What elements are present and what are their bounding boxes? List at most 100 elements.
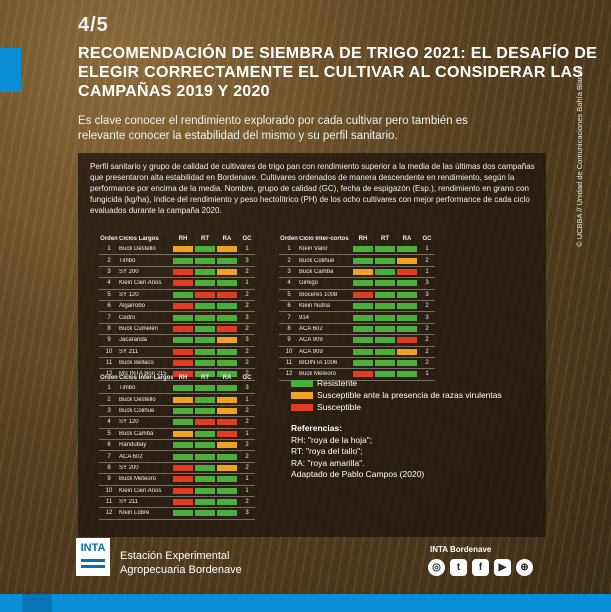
page-subtitle: Es clave conocer el rendimiento explorad… bbox=[78, 115, 468, 142]
status-cell-rh bbox=[353, 303, 373, 310]
status-cell-rt bbox=[375, 371, 395, 378]
status-cell-rt bbox=[375, 268, 395, 275]
column-header: GC bbox=[422, 235, 432, 242]
row-order: 10 bbox=[105, 348, 113, 355]
status-cell-rt bbox=[195, 257, 215, 264]
row-gc: 2 bbox=[245, 371, 249, 378]
references: Referencias: RH: "roya de la hoja"; RT: … bbox=[291, 423, 424, 481]
row-order: 12 bbox=[285, 371, 293, 378]
row-cultivar: SY 200 bbox=[119, 268, 139, 275]
row-cultivar: Buck Cumelén bbox=[119, 325, 159, 332]
status-cell-rt bbox=[195, 246, 215, 253]
row-cultivar: 914 bbox=[299, 314, 310, 321]
table-row: 11 BIOINTA 1006 2 bbox=[279, 358, 435, 370]
status-cell-rt bbox=[375, 337, 395, 344]
youtube-icon[interactable]: ▶ bbox=[494, 559, 511, 576]
row-order: 9 bbox=[287, 337, 291, 344]
status-cell-ra bbox=[217, 476, 237, 483]
row-order: 4 bbox=[107, 419, 111, 426]
table-row: 2 Buck Colihue 2 bbox=[279, 255, 435, 267]
status-cell-rh bbox=[173, 487, 193, 494]
column-header: Ciclo Inter-cortos bbox=[299, 235, 349, 242]
legend-item: Susceptible bbox=[291, 401, 502, 413]
status-cell-ra bbox=[217, 499, 237, 506]
table-row: 4 Ginkgo 3 bbox=[279, 278, 435, 290]
row-order: 12 bbox=[105, 371, 113, 378]
row-cultivar: Bioceres 1008 bbox=[299, 291, 338, 298]
column-header: Ciclos Largos bbox=[119, 235, 159, 242]
legend-swatch-resistente bbox=[291, 379, 313, 387]
status-cell-ra bbox=[217, 337, 237, 344]
twitter-icon[interactable]: t bbox=[450, 559, 467, 576]
row-gc: 3 bbox=[425, 314, 429, 321]
row-gc: 2 bbox=[245, 442, 249, 449]
status-cell-rt bbox=[375, 303, 395, 310]
table-row: 5 Bioceres 1008 3 bbox=[279, 290, 435, 301]
row-cultivar: Algarrobo bbox=[119, 303, 146, 310]
status-cell-ra bbox=[217, 246, 237, 253]
row-order: 9 bbox=[107, 337, 111, 344]
row-order: 7 bbox=[107, 453, 111, 460]
status-cell-rt bbox=[375, 280, 395, 287]
reference-line: Adaptado de Pablo Campos (2020) bbox=[291, 469, 425, 479]
row-cultivar: Buck Camba bbox=[299, 268, 334, 275]
status-cell-ra bbox=[397, 291, 417, 298]
status-cell-ra bbox=[217, 360, 237, 367]
row-cultivar: SY 200 bbox=[119, 464, 139, 471]
status-cell-rh bbox=[173, 385, 193, 392]
table-header: Orden Ciclos Largos RH RT RA GC bbox=[99, 233, 255, 244]
row-cultivar: Buck Meteoro bbox=[119, 476, 157, 483]
instagram-icon[interactable]: ◎ bbox=[428, 559, 445, 576]
social-title: INTA Bordenave bbox=[430, 545, 492, 554]
web-icon[interactable]: ⊕ bbox=[516, 559, 533, 576]
row-cultivar: Ginkgo bbox=[299, 280, 319, 287]
column-header: Orden bbox=[100, 235, 118, 242]
status-cell-ra bbox=[217, 510, 237, 517]
row-order: 2 bbox=[287, 257, 291, 264]
page-title: RECOMENDACIÓN DE SIEMBRA DE TRIGO 2021: … bbox=[78, 45, 598, 100]
row-cultivar: SY 120 bbox=[119, 419, 139, 426]
status-cell-rt bbox=[195, 476, 215, 483]
row-gc: 2 bbox=[245, 303, 249, 310]
table-row: 4 Klein Cien Años 1 bbox=[99, 278, 255, 290]
status-cell-rh bbox=[173, 510, 193, 517]
status-cell-rh bbox=[173, 268, 193, 275]
table-row: 7 ACA 602 2 bbox=[99, 451, 255, 463]
row-gc: 3 bbox=[245, 257, 249, 264]
station-name: Estación Experimental Agropecuaria Borde… bbox=[120, 549, 242, 577]
content-panel: Perfil sanitario y grupo de calidad de c… bbox=[78, 153, 546, 537]
row-order: 2 bbox=[107, 257, 111, 264]
status-cell-rt bbox=[375, 348, 395, 355]
logo-wave bbox=[81, 565, 105, 568]
column-header: RH bbox=[178, 374, 188, 381]
status-cell-rt bbox=[195, 442, 215, 449]
row-order: 1 bbox=[107, 385, 111, 392]
status-cell-ra bbox=[217, 325, 237, 332]
row-cultivar: Buck Cambá bbox=[119, 430, 154, 437]
status-cell-rh bbox=[353, 268, 373, 275]
status-cell-rt bbox=[375, 291, 395, 298]
table-row: 2 Timbó 3 bbox=[99, 255, 255, 267]
facebook-icon[interactable]: f bbox=[472, 559, 489, 576]
table-ciclo-inter-cortos: Orden Ciclo Inter-cortos RH RT RA GC 1 Klein Va… bbox=[279, 233, 435, 381]
row-cultivar: Buck Bellaco bbox=[119, 360, 154, 367]
status-cell-ra bbox=[217, 487, 237, 494]
status-cell-rh bbox=[173, 348, 193, 355]
status-cell-rt bbox=[195, 291, 215, 298]
status-cell-rh bbox=[353, 348, 373, 355]
table-row: 12 MS INTA Bon 215 2 bbox=[99, 369, 255, 381]
column-header: RH bbox=[358, 235, 368, 242]
logo-text: INTA bbox=[80, 542, 106, 554]
status-cell-ra bbox=[217, 268, 237, 275]
status-cell-rh bbox=[353, 360, 373, 367]
status-cell-ra bbox=[217, 371, 237, 378]
row-order: 5 bbox=[107, 430, 111, 437]
row-order: 3 bbox=[107, 407, 111, 414]
row-gc: 2 bbox=[425, 325, 429, 332]
status-cell-rt bbox=[195, 407, 215, 414]
status-cell-rh bbox=[173, 280, 193, 287]
status-cell-ra bbox=[397, 348, 417, 355]
legend: Resistente Susceptible ante la presencia… bbox=[291, 377, 502, 413]
table-row: 10 ACA 909 2 bbox=[279, 347, 435, 358]
row-gc: 1 bbox=[425, 246, 429, 253]
